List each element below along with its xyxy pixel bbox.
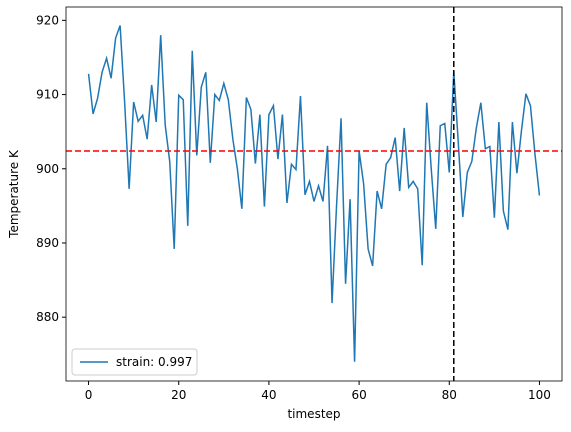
- axes-frame: [65, 6, 563, 382]
- x-axis-label: timestep: [287, 407, 340, 421]
- x-tick-label: 0: [85, 388, 93, 402]
- y-tick-label: 920: [36, 13, 59, 27]
- x-tick-label: 60: [351, 388, 366, 402]
- series-line: [87, 25, 541, 362]
- y-tick-label: 880: [36, 310, 59, 324]
- y-axis-label: Temperature K: [7, 149, 21, 239]
- y-tick-label: 890: [36, 236, 59, 250]
- y-tick-label: 900: [36, 162, 59, 176]
- x-tick-label: 80: [442, 388, 457, 402]
- legend-box: [71, 348, 198, 376]
- legend-label: strain: 0.997: [116, 355, 192, 369]
- x-tick-label: 20: [171, 388, 186, 402]
- y-tick-label: 910: [36, 88, 59, 102]
- x-tick-label: 100: [528, 388, 551, 402]
- x-tick-label: 40: [261, 388, 276, 402]
